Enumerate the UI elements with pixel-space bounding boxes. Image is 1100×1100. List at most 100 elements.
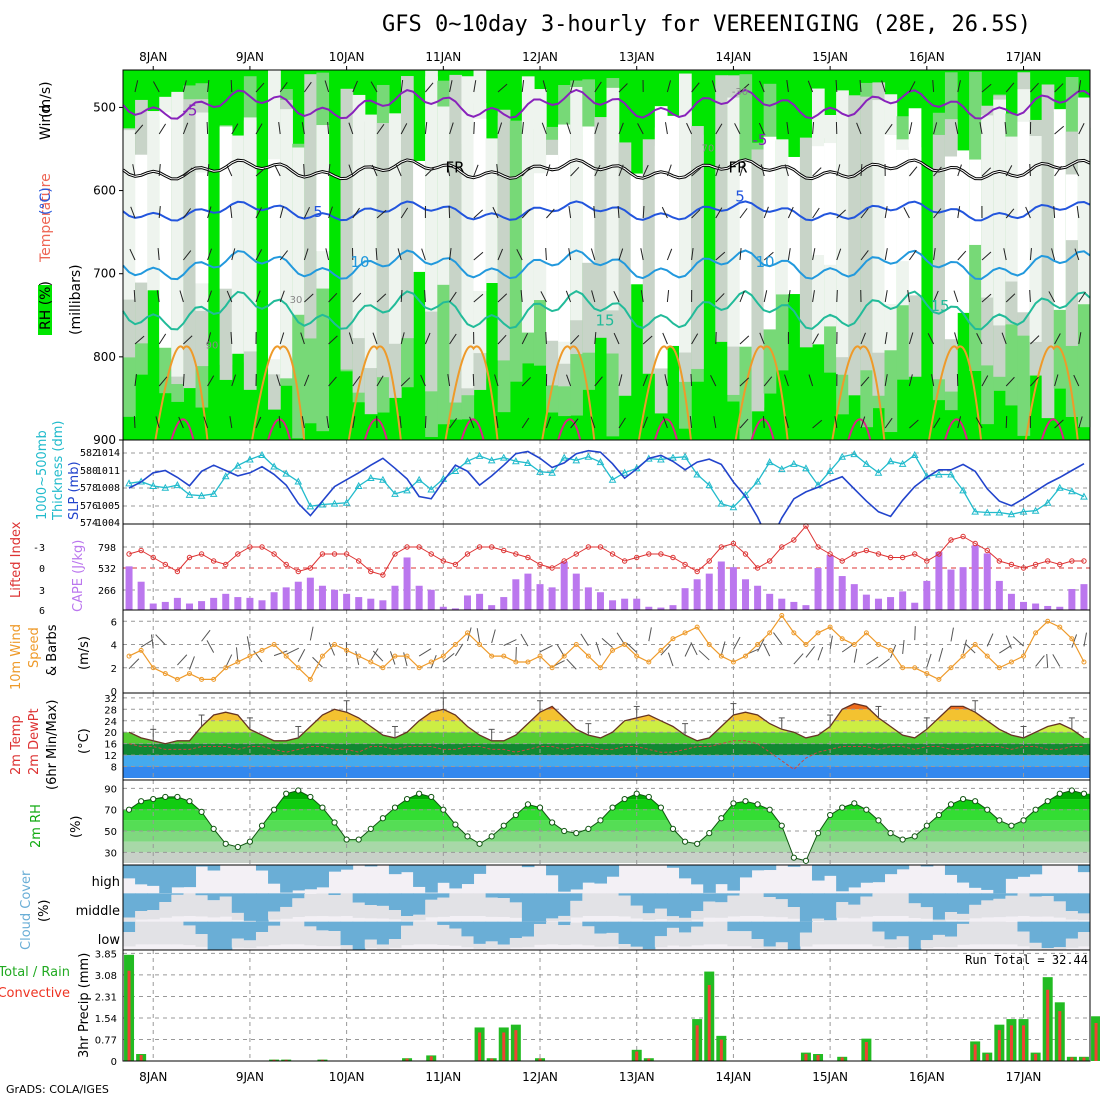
isotherm-minus5 <box>122 88 1091 120</box>
cloud-cell <box>884 865 898 875</box>
wind-barb <box>566 374 572 387</box>
wind-barb <box>328 335 338 345</box>
wind-barb <box>229 416 233 429</box>
cloud-cell <box>872 865 886 883</box>
wind10m-axis-label: 10m Wind <box>9 624 24 690</box>
wind-barb <box>255 82 265 93</box>
cloud-gap <box>703 901 716 918</box>
cape-bar <box>222 593 230 610</box>
time-label-top: 9JAN <box>236 50 264 64</box>
isotherm-label: FR <box>445 158 464 176</box>
li-point <box>1057 561 1063 568</box>
thickness-point <box>149 481 158 489</box>
cloud-gap <box>727 931 740 947</box>
rh2m-point <box>488 833 495 840</box>
cloud-cell <box>316 921 329 931</box>
wind-barb <box>691 333 699 345</box>
thickness-point <box>826 466 834 474</box>
wind-barb <box>933 290 939 303</box>
wind-speed-point <box>730 659 736 665</box>
wind-barb <box>739 83 750 93</box>
cloud-gap <box>292 898 305 917</box>
thickness-point <box>596 458 605 466</box>
cape-bar <box>403 557 411 610</box>
wind-barb <box>594 376 603 387</box>
wind-barb <box>1005 376 1015 387</box>
wind-barb-10m <box>128 658 140 670</box>
wind-barb <box>279 332 285 345</box>
wind-speed-point <box>1057 624 1063 630</box>
rh2m-point <box>1032 806 1039 813</box>
cloud-gap <box>920 940 934 949</box>
wind-barb <box>203 416 209 429</box>
cape-bar <box>850 584 858 610</box>
cloud-cell <box>159 865 172 894</box>
cloud-gap <box>304 926 317 946</box>
wind-barb <box>908 374 913 387</box>
isotherm-20 <box>444 345 499 441</box>
rh2m-point <box>911 833 918 840</box>
precip-convective-bar <box>272 1059 276 1061</box>
li-point <box>658 551 664 557</box>
isotherm-25 <box>170 418 195 441</box>
precip-convective-bar <box>320 1059 324 1061</box>
wind-barb-10m <box>155 634 166 646</box>
time-label-bottom: 14JAN <box>716 1070 752 1084</box>
thickness-point <box>1080 492 1088 500</box>
cloud-gap <box>957 913 970 921</box>
cloud-cell <box>1029 893 1043 897</box>
wind-speed-point <box>344 647 350 653</box>
wind-barb-10m <box>1005 635 1012 649</box>
cloud-cell <box>123 921 136 933</box>
li-point <box>126 551 132 557</box>
time-label-bottom: 16JAN <box>909 1070 945 1084</box>
wind-barb <box>303 206 310 219</box>
thickness-point <box>366 473 375 482</box>
time-label-top: 15JAN <box>812 50 848 64</box>
wind-barb <box>545 247 547 261</box>
wind-barb <box>207 375 215 387</box>
wind-barb <box>836 289 838 303</box>
isotherm-label: 10 <box>755 253 774 271</box>
wind-barb <box>301 416 305 429</box>
cape-tick-label: 266 <box>98 586 116 597</box>
li-point <box>464 551 471 557</box>
thickness-point <box>524 458 532 466</box>
precip-convective-bar <box>1009 1025 1013 1061</box>
cloud-gap <box>715 902 728 918</box>
thickness-point <box>681 452 689 460</box>
wind-speed-point <box>1033 630 1039 636</box>
wind-speed-point <box>283 653 289 659</box>
wind-speed-point <box>610 647 616 653</box>
cloud-cell <box>546 865 559 876</box>
wind-barb <box>1030 82 1039 93</box>
cloud-cell <box>376 921 390 945</box>
cape-bar <box>246 597 254 610</box>
wind-barb <box>909 419 919 429</box>
li-point <box>368 568 374 575</box>
wind-barb <box>521 333 529 345</box>
cloud-gap <box>739 893 753 916</box>
wind-barb-10m <box>418 648 432 657</box>
wind-barb-10m <box>667 652 674 667</box>
cloud-gap <box>884 893 898 916</box>
cloud-gap <box>1053 901 1067 918</box>
li-point <box>609 551 616 557</box>
rh2m-point <box>125 806 133 813</box>
wind-barb <box>207 248 213 261</box>
cloud-gap <box>546 918 559 922</box>
wind-barb <box>686 122 693 135</box>
cloud-gap <box>872 893 886 916</box>
cloud-cell <box>1029 921 1043 943</box>
thickness-point <box>729 503 738 511</box>
li-point <box>791 537 797 543</box>
precip-tick-label: 0.77 <box>95 1035 117 1046</box>
cloud-cell <box>147 893 160 911</box>
wind-speed-point <box>525 659 531 665</box>
temp-unit-label: (°C) <box>77 728 92 754</box>
wind-barb <box>884 123 893 135</box>
wind-barb <box>352 207 360 219</box>
wind-barb <box>739 335 750 345</box>
rh-shade <box>449 74 463 403</box>
wind-barb <box>860 332 866 345</box>
